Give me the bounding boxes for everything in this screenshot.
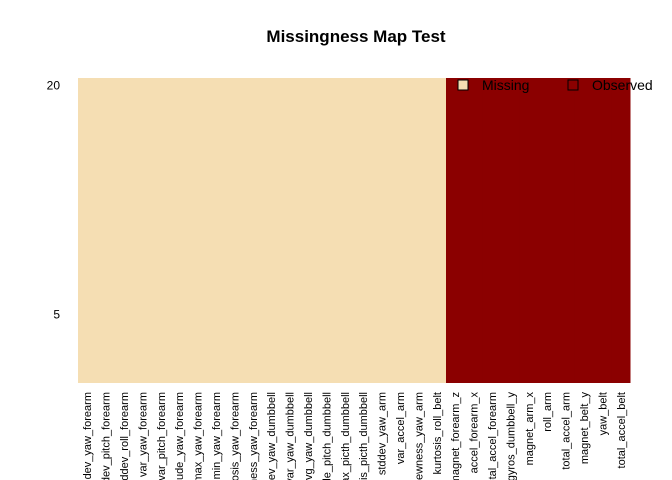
x-tick-label: max_yaw_forearm [193,392,205,480]
cell [519,78,539,383]
cell [206,78,226,383]
x-tick-label: total_accel_forearm [487,392,499,480]
cell [464,78,484,383]
x-tick-label: skewness_yaw_arm [413,392,425,480]
x-tick-label: min_yaw_forearm [211,392,223,479]
x-tick-label: kurtosis_yaw_forearm [229,392,241,480]
cell [611,78,631,383]
cell [243,78,263,383]
cell [390,78,410,383]
cell [114,78,134,383]
chart-title: Missingness Map Test [266,27,446,46]
cell [96,78,116,383]
x-tick-label: amplitude_pitch_dumbbell [321,392,333,480]
cell [317,78,337,383]
x-tick-label: kurtosis_roll_belt [432,392,444,475]
x-tick-label: stddev_yaw_arm [377,392,389,475]
x-tick-label: stddev_roll_forearm [119,392,131,480]
legend-label: Observed [592,77,653,93]
x-tick-label: stddev_yaw_dumbbell [266,392,278,480]
x-tick-label: magnet_forearm_z [450,392,462,480]
cell [556,78,576,383]
legend-swatch [567,79,579,91]
cell [482,78,502,383]
y-tick-label: 20 [47,79,61,93]
x-tick-label: amplitude_yaw_forearm [174,392,186,480]
x-tick-label: avg_yaw_dumbbell [303,392,315,480]
cell [501,78,521,383]
cell [280,78,300,383]
cell [225,78,245,383]
cell [335,78,355,383]
cell [354,78,373,383]
x-tick-label: total_accel_arm [561,392,573,470]
x-tick-label: magnet_belt_y [579,392,591,465]
x-tick-label: skewness_yaw_forearm [248,392,260,480]
cell [78,78,97,383]
x-tick-label: accel_forearm_x [469,392,481,474]
cell [262,78,281,383]
x-tick-label: kurtosis_picth_dumbbell [358,392,370,480]
x-tick-label: stddev_yaw_forearm [82,392,94,480]
legend-swatch [457,79,469,91]
x-tick-label: total_accel_belt [616,392,628,468]
cell [574,78,594,383]
cell [538,78,557,383]
cell [372,78,392,383]
x-tick-label: yaw_belt [597,392,609,435]
cell [427,78,447,383]
x-tick-label: var_accel_arm [395,392,407,464]
legend-label: Missing [482,77,529,93]
x-tick-label: var_pitch_forearm [156,392,168,480]
x-tick-label: roll_arm [542,392,554,432]
x-tick-label: magnet_arm_x [524,392,536,466]
cell [298,78,318,383]
x-tick-label: stddev_pitch_forearm [101,392,113,480]
cell [133,78,153,383]
cell [409,78,429,383]
cell [151,78,171,383]
x-tick-label: max_picth_dumbbell [340,392,352,480]
cell [170,78,189,383]
x-tick-label: var_yaw_dumbbell [285,392,297,480]
y-tick-label: 5 [53,307,60,321]
cell [188,78,208,383]
x-tick-label: var_yaw_forearm [137,392,149,477]
cell [593,78,613,383]
cell [446,78,465,383]
x-tick-label: gyros_dumbbell_y [505,392,517,480]
